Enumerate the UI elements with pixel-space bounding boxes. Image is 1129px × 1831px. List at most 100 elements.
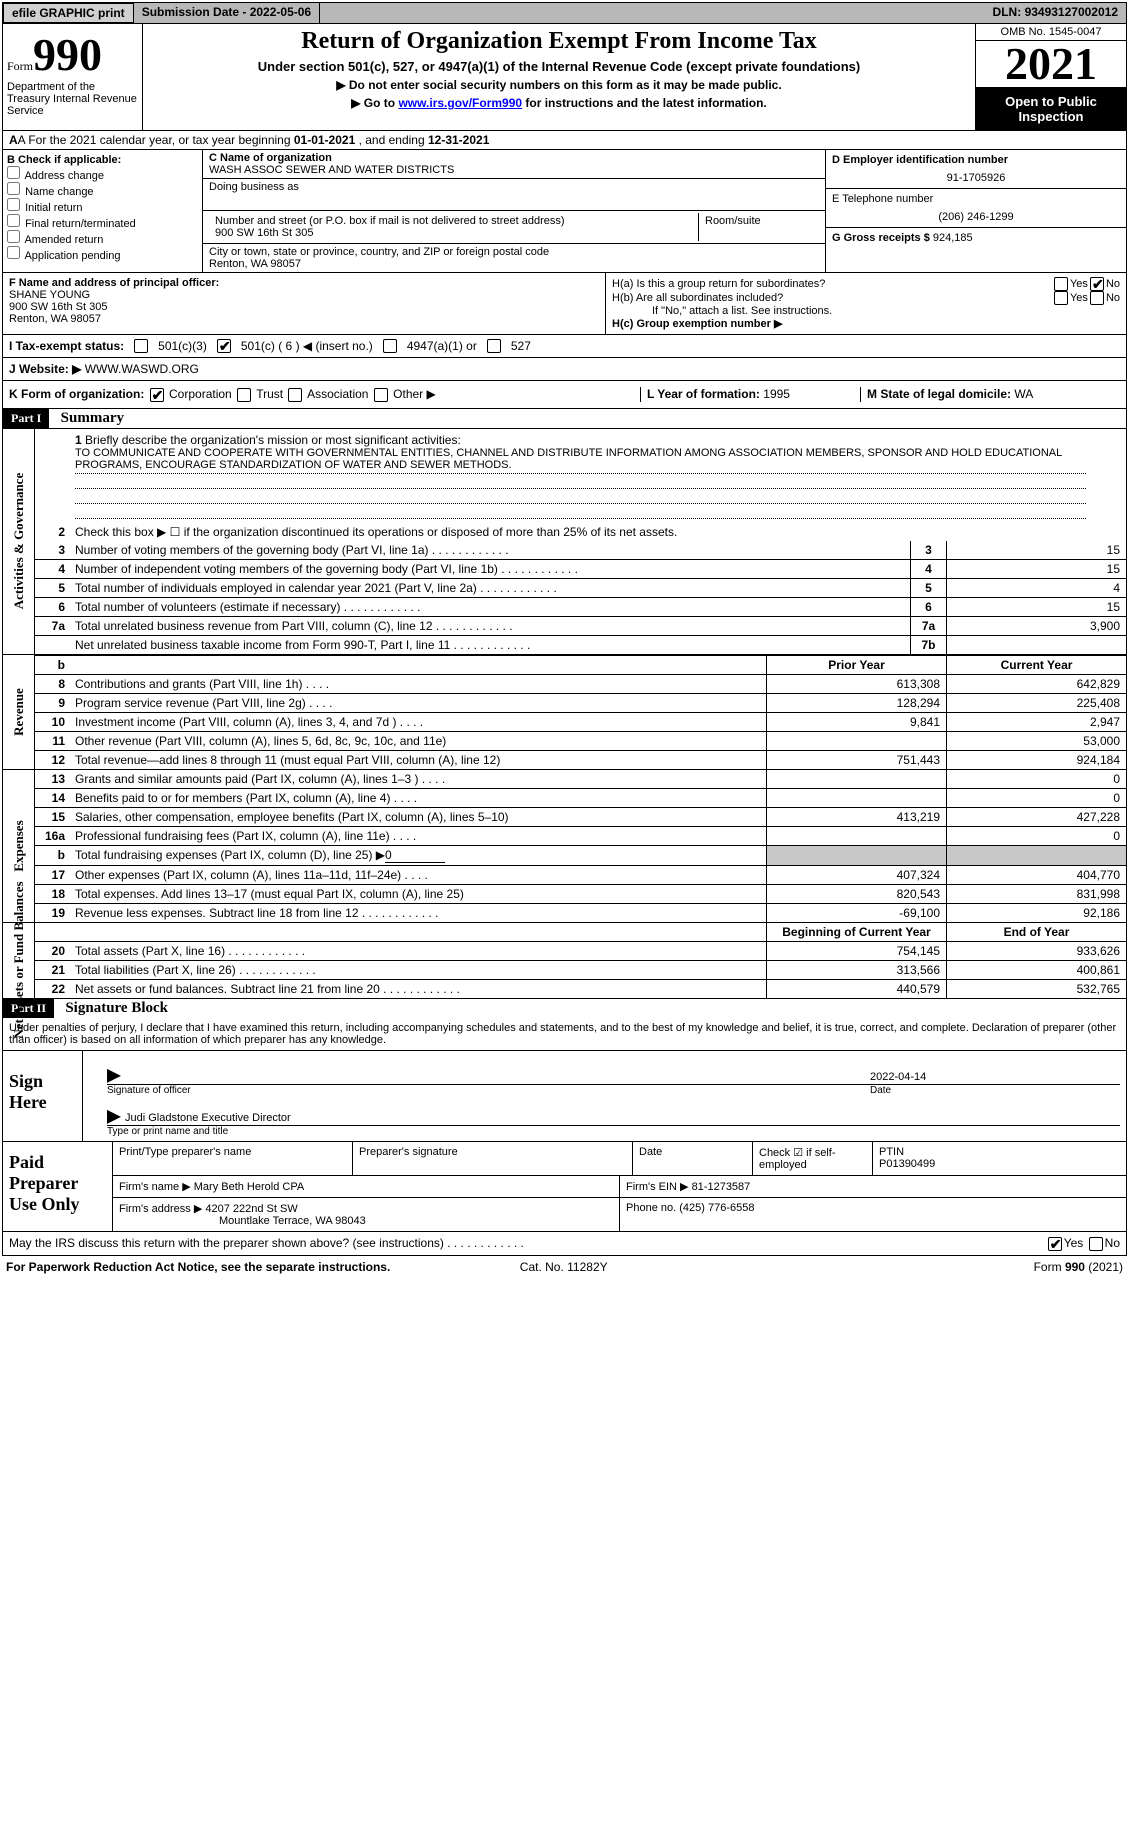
tax-year: 2021	[976, 41, 1126, 88]
chk-name-change[interactable]: Name change	[7, 182, 198, 198]
l5-val: 4	[946, 579, 1126, 597]
pp-self-employed[interactable]: Check ☑ if self-employed	[753, 1142, 873, 1175]
l18-py: 820,543	[766, 885, 946, 903]
top-toolbar: efile GRAPHIC print Submission Date - 20…	[3, 3, 1126, 24]
l15-cy: 427,228	[946, 808, 1126, 826]
vtab-netassets: Net Assets or Fund Balances	[3, 923, 35, 998]
hb-no[interactable]	[1090, 291, 1104, 305]
l15-py: 413,219	[766, 808, 946, 826]
l4-val: 15	[946, 560, 1126, 578]
l21-cy: 400,861	[946, 961, 1126, 979]
sig-arrow-icon	[107, 1069, 121, 1083]
form-header: Form990 Department of the Treasury Inter…	[3, 24, 1126, 130]
ptin: P01390499	[879, 1158, 935, 1170]
dept-treasury: Department of the Treasury Internal Reve…	[7, 81, 138, 117]
l16a-py	[766, 827, 946, 845]
sig-date: 2022-04-14	[870, 1071, 1120, 1083]
chk-app-pending[interactable]: Application pending	[7, 246, 198, 262]
l18-cy: 831,998	[946, 885, 1126, 903]
chk-corp[interactable]	[150, 388, 164, 402]
form-title: Return of Organization Exempt From Incom…	[153, 28, 965, 55]
ha-no[interactable]	[1090, 277, 1104, 291]
vtab-activities: Activities & Governance	[3, 429, 35, 654]
form-number: Form990	[7, 28, 138, 81]
vtab-revenue: Revenue	[3, 655, 35, 769]
chk-501c[interactable]	[217, 339, 231, 353]
l13-cy: 0	[946, 770, 1126, 788]
perjury-statement: Under penalties of perjury, I declare th…	[3, 1018, 1126, 1050]
row-i-tax-status: I Tax-exempt status: 501(c)(3) 501(c) ( …	[3, 334, 1126, 357]
box-h-group: H(a) Is this a group return for subordin…	[606, 273, 1126, 334]
l11-cy: 53,000	[946, 732, 1126, 750]
box-e-phone: E Telephone number(206) 246-1299	[826, 189, 1126, 228]
chk-address-change[interactable]: Address change	[7, 166, 198, 182]
chk-final-return[interactable]: Final return/terminated	[7, 214, 198, 230]
l20-py: 754,145	[766, 942, 946, 960]
part2-title: Signature Block	[57, 1000, 168, 1016]
chk-527[interactable]	[487, 339, 501, 353]
l19-cy: 92,186	[946, 904, 1126, 922]
l9-cy: 225,408	[946, 694, 1126, 712]
efile-print-button[interactable]: efile GRAPHIC print	[3, 3, 134, 23]
org-name: WASH ASSOC SEWER AND WATER DISTRICTS	[209, 164, 819, 176]
l11-py	[766, 732, 946, 750]
l17-py: 407,324	[766, 866, 946, 884]
ssn-warning: Do not enter social security numbers on …	[153, 78, 965, 92]
instructions-link-row: ▶ Go to www.irs.gov/Form990 for instruct…	[153, 96, 965, 110]
box-f-officer: F Name and address of principal officer:…	[3, 273, 606, 334]
page-footer: For Paperwork Reduction Act Notice, see …	[0, 1258, 1129, 1276]
l9-py: 128,294	[766, 694, 946, 712]
part1-header: Part I	[3, 409, 49, 428]
l20-cy: 933,626	[946, 942, 1126, 960]
chk-4947[interactable]	[383, 339, 397, 353]
firm-name: Mary Beth Herold CPA	[194, 1181, 304, 1193]
chk-other[interactable]	[374, 388, 388, 402]
box-c-org-info: C Name of organizationWASH ASSOC SEWER A…	[203, 150, 826, 272]
open-to-public: Open to Public Inspection	[976, 88, 1126, 130]
sig-arrow-icon-2	[107, 1110, 121, 1124]
l10-py: 9,841	[766, 713, 946, 731]
l10-cy: 2,947	[946, 713, 1126, 731]
l13-py	[766, 770, 946, 788]
org-city: Renton, WA 98057	[209, 258, 301, 270]
l14-cy: 0	[946, 789, 1126, 807]
discuss-no[interactable]	[1089, 1237, 1103, 1251]
submission-date: Submission Date - 2022-05-06	[134, 3, 320, 23]
form-subtitle: Under section 501(c), 527, or 4947(a)(1)…	[153, 59, 965, 74]
row-k-form-org: K Form of organization: Corporation Trus…	[3, 380, 1126, 408]
irs-link[interactable]: www.irs.gov/Form990	[398, 96, 522, 110]
chk-amended[interactable]: Amended return	[7, 230, 198, 246]
box-b-checkboxes: B Check if applicable: Address change Na…	[3, 150, 203, 272]
l22-py: 440,579	[766, 980, 946, 998]
chk-501c3[interactable]	[134, 339, 148, 353]
room-suite-label: Room/suite	[699, 213, 819, 241]
l19-py: -69,100	[766, 904, 946, 922]
dln: DLN: 93493127002012	[985, 3, 1126, 23]
l6-val: 15	[946, 598, 1126, 616]
l12-py: 751,443	[766, 751, 946, 769]
l14-py	[766, 789, 946, 807]
paid-preparer-block: Paid Preparer Use Only Print/Type prepar…	[3, 1141, 1126, 1231]
l21-py: 313,566	[766, 961, 946, 979]
form-990-page: efile GRAPHIC print Submission Date - 20…	[2, 2, 1127, 1256]
chk-trust[interactable]	[237, 388, 251, 402]
box-g-gross: G Gross receipts $ 924,185	[826, 228, 1126, 248]
l8-cy: 642,829	[946, 675, 1126, 693]
officer-name: Judi Gladstone Executive Director	[125, 1112, 291, 1124]
chk-assoc[interactable]	[288, 388, 302, 402]
chk-initial-return[interactable]: Initial return	[7, 198, 198, 214]
discuss-row: May the IRS discuss this return with the…	[3, 1231, 1126, 1255]
org-street: 900 SW 16th St 305	[215, 227, 313, 239]
l3-val: 15	[946, 541, 1126, 559]
row-j-website: J Website: ▶ WWW.WASWD.ORG	[3, 357, 1126, 380]
mission-text: TO COMMUNICATE AND COOPERATE WITH GOVERN…	[75, 447, 1086, 474]
l7b-val	[946, 636, 1126, 654]
l12-cy: 924,184	[946, 751, 1126, 769]
l8-py: 613,308	[766, 675, 946, 693]
part1-title: Summary	[53, 410, 124, 426]
hb-yes[interactable]	[1054, 291, 1068, 305]
ha-yes[interactable]	[1054, 277, 1068, 291]
l16b-val: 0	[385, 848, 445, 863]
discuss-yes[interactable]	[1048, 1237, 1062, 1251]
firm-ein: 81-1273587	[692, 1181, 751, 1193]
